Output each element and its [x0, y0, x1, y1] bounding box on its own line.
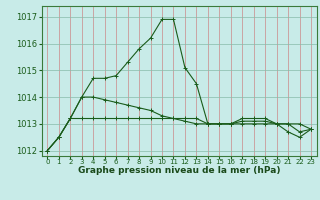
X-axis label: Graphe pression niveau de la mer (hPa): Graphe pression niveau de la mer (hPa)	[78, 166, 280, 175]
